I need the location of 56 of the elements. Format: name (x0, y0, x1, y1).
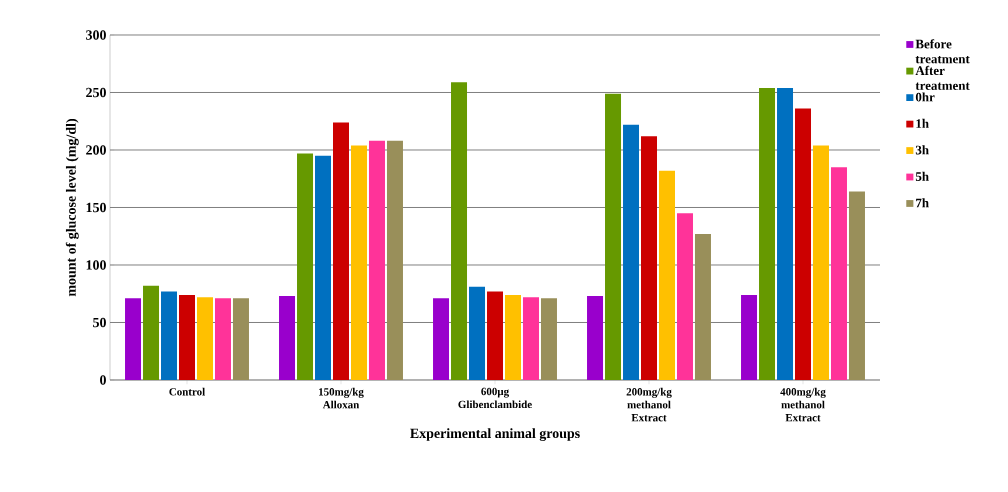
x-tick-label: 200mg/kg methanol Extract (626, 387, 672, 422)
legend-label: Before treatment (915, 39, 970, 64)
bar (830, 167, 847, 380)
bar (232, 298, 249, 380)
y-tick-label: 200 (86, 145, 106, 155)
bar (540, 298, 557, 380)
bar (759, 87, 776, 380)
bar (297, 153, 314, 380)
bar (641, 136, 657, 380)
legend-label: After treatment (915, 65, 970, 90)
x-tick-label: 600µg Glibenclambide (458, 387, 532, 409)
bar (605, 93, 622, 380)
bar (386, 140, 403, 380)
bar (196, 297, 213, 380)
bar (623, 124, 640, 380)
legend-label: 3h (915, 145, 929, 155)
bar (469, 286, 486, 380)
bar (143, 285, 160, 380)
bar (125, 298, 142, 380)
x-tick-label: 400mg/kg methanol Extract (780, 387, 826, 422)
y-tick-label: 300 (86, 30, 106, 40)
y-tick-label: 150 (86, 202, 106, 213)
bar (368, 140, 385, 380)
bar (813, 145, 829, 380)
bar (333, 122, 349, 380)
bar (315, 155, 332, 380)
bar (279, 296, 296, 380)
bar (587, 296, 604, 380)
bar (161, 291, 178, 380)
bar (741, 294, 758, 380)
bar (777, 87, 794, 380)
bar (214, 298, 231, 380)
y-tick-label: 50 (93, 317, 106, 328)
bar (522, 297, 539, 380)
bar (351, 145, 367, 380)
bar (433, 298, 450, 380)
bar (451, 82, 468, 380)
x-tick-label: Control (169, 387, 205, 396)
legend-label: 1h (916, 118, 929, 128)
y-tick-label: 0 (100, 375, 106, 385)
bar (848, 191, 865, 380)
x-tick-label: 150mg/kg Alloxan (319, 387, 364, 409)
bar (659, 170, 675, 380)
y-tick-label: 100 (86, 260, 106, 270)
x-axis-title: Experimental animal groups (410, 428, 580, 441)
legend-label: 0hr (915, 92, 935, 102)
bar (795, 108, 811, 380)
y-tick-label: 250 (86, 87, 106, 98)
legend-label: 7h (916, 198, 929, 208)
bar (505, 294, 521, 380)
y-axis-title: mount of glucose level (mg/dl) (65, 119, 79, 297)
bar (487, 291, 503, 380)
bar (179, 294, 195, 380)
bar (694, 233, 711, 380)
bar (676, 213, 693, 380)
legend-label: 5h (915, 171, 929, 181)
